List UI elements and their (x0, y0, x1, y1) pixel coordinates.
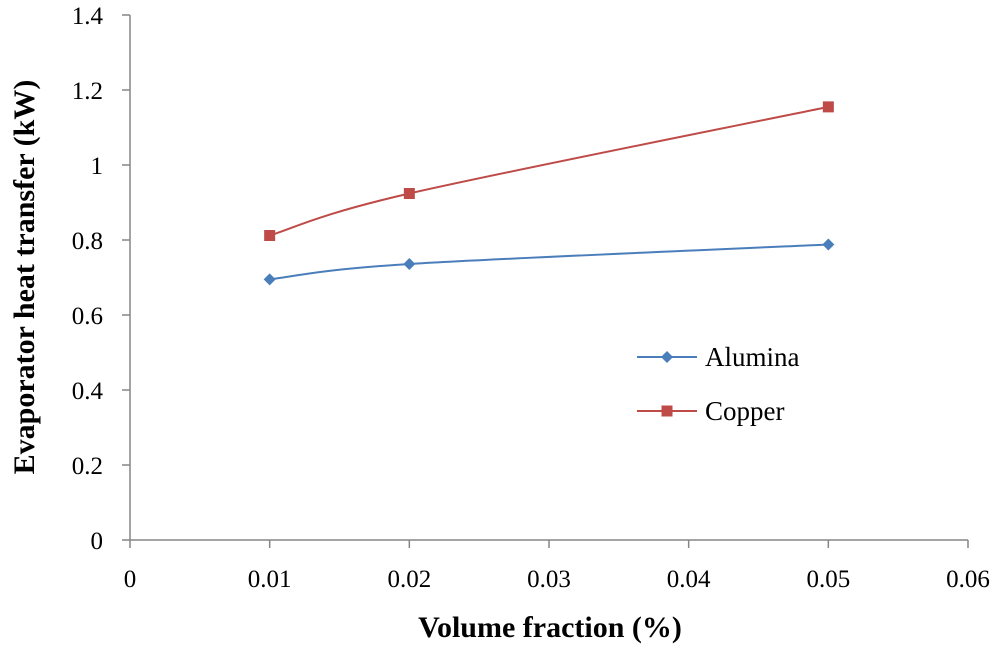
copper-point (403, 188, 415, 199)
alumina-point (403, 258, 416, 270)
y-axis-title: Evaporator heat transfer (kW) (8, 80, 41, 475)
legend-marker (661, 405, 673, 417)
x-tick-label: 0.06 (946, 566, 990, 593)
x-tick-label: 0.03 (527, 566, 571, 593)
y-tick-label: 0 (91, 528, 104, 555)
x-tick-label: 0.02 (387, 566, 431, 593)
y-tick-label: 0.8 (72, 228, 103, 255)
series-alumina (263, 238, 835, 286)
y-tick-label: 1.4 (72, 3, 104, 30)
x-tick-label: 0.04 (667, 566, 711, 593)
series-copper (264, 101, 834, 241)
y-tick-label: 1 (91, 153, 104, 180)
copper-point (264, 230, 276, 241)
legend-item-alumina: Alumina (637, 342, 800, 372)
series-layer (263, 101, 835, 286)
x-tick-label: 0 (124, 566, 137, 593)
alumina-point (822, 238, 835, 251)
legend: Alumina Copper (637, 342, 800, 426)
legend-marker (661, 351, 673, 363)
alumina-line (269, 243, 829, 281)
copper-point (822, 101, 834, 113)
y-tick-label: 1.2 (72, 78, 103, 105)
y-tick-label: 0.2 (72, 453, 103, 480)
legend-item-copper: Copper (637, 396, 784, 426)
legend-label: Alumina (705, 342, 800, 372)
y-tick-label: 0.6 (72, 303, 103, 330)
x-axis-title: Volume fraction (%) (418, 611, 682, 644)
copper-line (269, 105, 829, 237)
x-tick-label: 0.05 (806, 566, 850, 593)
x-tick-label: 0.01 (248, 566, 292, 593)
y-tick-label: 0.4 (72, 378, 104, 405)
axes: 0 0.2 0.4 0.6 0.8 1 1.2 1.4 0 0.01 0.02 0.03 0.04 0.0… (72, 3, 990, 593)
alumina-point (263, 273, 276, 286)
legend-label: Copper (705, 396, 784, 426)
